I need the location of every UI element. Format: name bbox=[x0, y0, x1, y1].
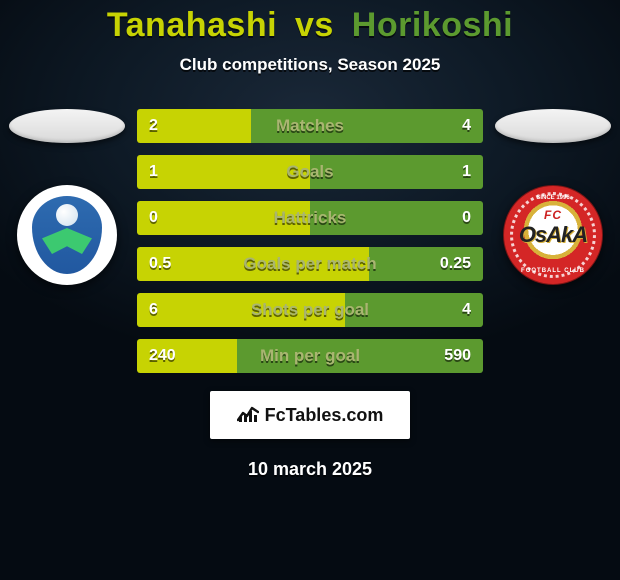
main-layout: 24Matches 11Goals 00Hattricks 0.50.25Goals … bbox=[0, 109, 620, 385]
crest-foot-text: FOOTBALL CLUB bbox=[504, 268, 602, 274]
player2-name: Horikoshi bbox=[352, 6, 513, 44]
crest-main-text: OsAkA bbox=[504, 222, 602, 248]
stat-row: 64Shots per goal bbox=[137, 293, 483, 327]
ball-icon bbox=[56, 204, 78, 226]
crest-since-text: SINCE 1996 bbox=[504, 195, 602, 201]
branding-badge: FcTables.com bbox=[210, 391, 410, 439]
stat-row: 240590Min per goal bbox=[137, 339, 483, 373]
stat-label: Goals bbox=[137, 155, 483, 189]
team1-crest bbox=[17, 185, 117, 285]
branding-chart-icon bbox=[237, 403, 259, 427]
player1-photo-placeholder bbox=[9, 109, 125, 143]
player1-name: Tanahashi bbox=[107, 6, 277, 44]
date-text: 10 march 2025 bbox=[0, 459, 620, 480]
stat-label: Shots per goal bbox=[137, 293, 483, 327]
stat-row: 11Goals bbox=[137, 155, 483, 189]
stat-label: Goals per match bbox=[137, 247, 483, 281]
wings-icon bbox=[42, 228, 92, 254]
stats-table: 24Matches 11Goals 00Hattricks 0.50.25Goals … bbox=[137, 109, 483, 385]
stat-row: 24Matches bbox=[137, 109, 483, 143]
stat-row: 0.50.25Goals per match bbox=[137, 247, 483, 281]
page-title: Tanahashi vs Horikoshi bbox=[0, 6, 620, 45]
team2-crest: SINCE 1996 FC OsAkA FOOTBALL CLUB bbox=[503, 185, 603, 285]
right-side: SINCE 1996 FC OsAkA FOOTBALL CLUB bbox=[493, 109, 613, 285]
team1-shield-icon bbox=[32, 196, 102, 274]
player2-photo-placeholder bbox=[495, 109, 611, 143]
stat-label: Matches bbox=[137, 109, 483, 143]
stat-row: 00Hattricks bbox=[137, 201, 483, 235]
vs-text: vs bbox=[295, 6, 334, 44]
subtitle: Club competitions, Season 2025 bbox=[0, 55, 620, 75]
crest-fc-text: FC bbox=[504, 208, 602, 222]
stat-label: Min per goal bbox=[137, 339, 483, 373]
stat-label: Hattricks bbox=[137, 201, 483, 235]
left-side bbox=[7, 109, 127, 285]
branding-text: FcTables.com bbox=[265, 405, 384, 426]
infographic-root: Tanahashi vs Horikoshi Club competitions… bbox=[0, 0, 620, 580]
